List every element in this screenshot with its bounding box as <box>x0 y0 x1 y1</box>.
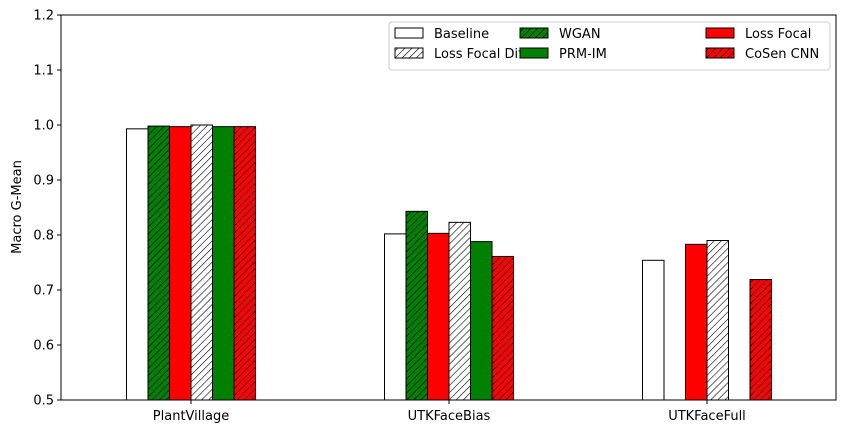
bar <box>427 232 450 401</box>
y-tick-label: 0.6 <box>33 339 54 354</box>
bar <box>212 126 235 401</box>
bar-hatch <box>234 126 256 401</box>
legend-item: Loss Focal Difusa <box>394 47 546 62</box>
bar-hatch <box>191 125 213 400</box>
legend-swatch-hatch <box>706 48 734 58</box>
legend-label: Baseline <box>434 27 489 42</box>
bar <box>642 259 665 401</box>
bar-hatch <box>406 211 428 400</box>
x-tick-label: PlantVillage <box>153 409 229 424</box>
bar-hatch <box>707 240 729 400</box>
bar <box>405 210 428 401</box>
legend-label: Loss Focal <box>745 27 811 42</box>
bar <box>448 221 471 401</box>
legend-swatch-outline <box>705 47 735 59</box>
legend-label: Loss Focal Difusa <box>434 47 546 62</box>
legend-swatch-outline <box>705 27 735 39</box>
bar-fill <box>427 233 449 400</box>
bar <box>169 126 192 401</box>
bar <box>147 125 170 401</box>
legend-swatch-fill <box>706 28 734 38</box>
bar <box>384 233 407 401</box>
legend-label: CoSen CNN <box>745 47 819 62</box>
x-tick-label: UTKFaceBias <box>408 409 491 424</box>
legend-swatch-outline <box>394 27 424 39</box>
legend-swatch-hatch <box>520 28 548 38</box>
legend-item: Loss Focal <box>705 27 811 42</box>
legend-item: WGAN <box>519 27 601 42</box>
legend-swatch-outline <box>394 47 424 59</box>
y-tick-label: 1.1 <box>33 64 54 79</box>
legend-swatch-outline <box>519 47 549 59</box>
legend-item: CoSen CNN <box>705 47 819 62</box>
y-axis-label: Macro G-Mean <box>10 160 25 254</box>
bar <box>749 279 772 401</box>
y-tick-label: 1.2 <box>33 9 54 24</box>
legend-swatch-hatch <box>395 48 423 58</box>
bar-hatch <box>449 222 471 400</box>
bar <box>470 241 493 401</box>
bars-layer <box>126 124 772 401</box>
bar-fill <box>685 244 707 400</box>
x-tick-label: UTKFaceFull <box>668 409 746 424</box>
legend-swatch-outline <box>519 27 549 39</box>
y-tick-label: 0.5 <box>33 394 54 409</box>
bar-fill <box>470 241 492 400</box>
legend-label: PRM-IM <box>559 47 607 62</box>
bar-fill <box>642 260 664 400</box>
bar-fill <box>169 126 191 401</box>
y-tick-label: 0.7 <box>33 284 54 299</box>
bar <box>190 124 213 401</box>
bar <box>233 126 256 401</box>
legend-swatch-fill <box>520 48 548 58</box>
legend: Baseline WGAN Loss Focal Loss Focal Difusa P… <box>388 21 831 71</box>
bar-fill <box>384 233 406 400</box>
x-axis-ticks: PlantVillage UTKFaceBias UTKFaceFull <box>153 400 746 424</box>
bar-fill <box>212 126 234 401</box>
bar-fill <box>126 128 148 400</box>
legend-label: WGAN <box>559 27 601 42</box>
y-axis-ticks: 0.5 0.6 0.7 0.8 0.9 1.0 1.1 1.2 <box>33 9 61 409</box>
legend-item: PRM-IM <box>519 47 607 62</box>
bar-hatch <box>492 256 514 400</box>
legend-swatch-fill <box>395 28 423 38</box>
bar <box>126 128 149 401</box>
y-tick-label: 1.0 <box>33 119 54 134</box>
y-tick-label: 0.9 <box>33 174 54 189</box>
bar-hatch <box>148 126 170 400</box>
bar <box>491 255 514 401</box>
bar <box>685 243 708 401</box>
y-tick-label: 0.8 <box>33 229 54 244</box>
bar <box>706 240 729 401</box>
legend-item: Baseline <box>394 27 489 42</box>
bar-hatch <box>750 279 772 400</box>
